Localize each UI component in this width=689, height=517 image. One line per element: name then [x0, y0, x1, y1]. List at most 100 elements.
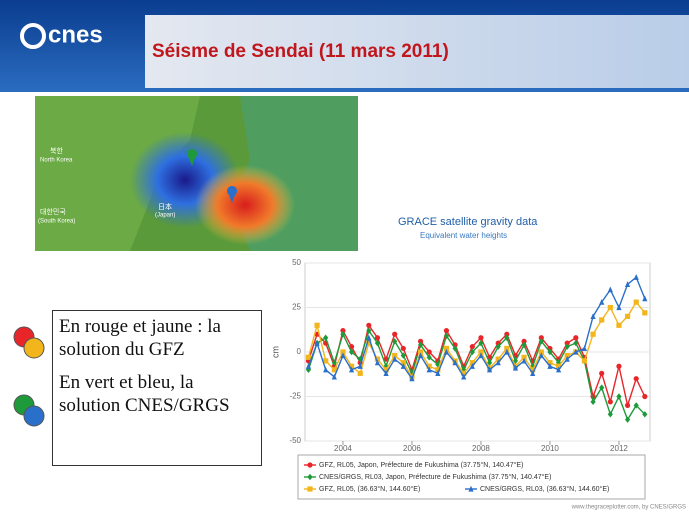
point [547, 360, 553, 366]
point [443, 345, 450, 352]
point [461, 373, 467, 380]
y-tick-label: 0 [297, 347, 302, 356]
point [348, 366, 355, 373]
legend-label: GFZ, RL05, Japon, Préfecture de Fukushim… [319, 461, 523, 469]
point [504, 348, 510, 355]
point [374, 359, 381, 366]
point [417, 338, 424, 344]
chart-title: GRACE satellite gravity data [398, 216, 538, 228]
note-text: En vert et bleu, la solution CNES/GRGS [59, 372, 230, 416]
map-pin [227, 186, 237, 203]
slide-title: Séisme de Sendai (11 mars 2011) [152, 41, 449, 62]
point [417, 352, 424, 359]
point [624, 281, 631, 287]
point [443, 332, 450, 340]
point [435, 367, 441, 373]
point [443, 348, 450, 355]
point [400, 363, 406, 369]
point [633, 376, 639, 382]
point [633, 299, 639, 305]
point [314, 322, 320, 328]
point [495, 343, 501, 350]
point [305, 363, 312, 369]
point [624, 416, 631, 423]
point [633, 402, 639, 409]
legend-label: CNES/GRGS, RL03, Japon, Préfecture de Fu… [319, 473, 551, 481]
point [307, 462, 313, 468]
point [512, 357, 519, 365]
point [443, 328, 450, 334]
x-tick-label: 2010 [541, 444, 559, 453]
point [633, 274, 639, 280]
x-tick-label: 2008 [472, 444, 490, 453]
point [348, 348, 355, 356]
map-label: 日本 [158, 202, 172, 211]
point [452, 359, 458, 366]
point [590, 313, 596, 319]
point [599, 370, 605, 376]
point [624, 313, 631, 319]
point [374, 335, 381, 341]
point [366, 340, 372, 346]
point [392, 331, 398, 337]
point [469, 344, 475, 350]
y-tick-label: -50 [289, 436, 301, 445]
y-axis-label: cm [270, 346, 280, 358]
point [357, 370, 363, 376]
series-line [307, 276, 646, 381]
point [607, 286, 613, 293]
point [340, 349, 346, 355]
point [426, 363, 432, 369]
point [607, 399, 613, 405]
point [468, 485, 474, 492]
point [607, 411, 613, 418]
map-label: 대한민국 [40, 207, 66, 216]
point [564, 352, 570, 359]
point [392, 352, 398, 359]
point [486, 359, 493, 366]
balloon [23, 405, 45, 427]
point [599, 298, 605, 305]
point [538, 349, 544, 355]
point [599, 384, 605, 391]
point [521, 354, 527, 360]
point [374, 356, 381, 362]
point [400, 345, 406, 352]
point [426, 366, 432, 373]
point [392, 355, 398, 362]
point [461, 370, 467, 376]
point [426, 349, 432, 355]
point [495, 359, 501, 366]
x-tick-label: 2006 [403, 444, 421, 453]
point [400, 352, 406, 359]
y-tick-label: 25 [292, 303, 301, 312]
series-line [307, 329, 646, 422]
y-tick-label: -25 [289, 392, 301, 401]
chart-subtitle: Equivalent water heights [420, 231, 507, 240]
point [340, 331, 346, 338]
point [538, 335, 544, 341]
point [469, 360, 475, 366]
point [478, 352, 484, 359]
point [374, 339, 381, 347]
point [478, 339, 484, 347]
point [504, 331, 510, 337]
point [331, 373, 337, 380]
point [573, 348, 579, 355]
point [530, 367, 536, 373]
point [357, 363, 363, 369]
point [314, 339, 320, 346]
point [307, 473, 313, 481]
point [547, 363, 553, 369]
map-label: (South Korea) [38, 219, 75, 225]
point [392, 338, 398, 345]
point [547, 348, 553, 356]
point [366, 334, 372, 341]
point [452, 345, 458, 352]
point [555, 366, 562, 373]
map-label: (Japan) [155, 213, 175, 219]
point [642, 393, 648, 400]
point [581, 358, 588, 364]
point [581, 345, 588, 352]
